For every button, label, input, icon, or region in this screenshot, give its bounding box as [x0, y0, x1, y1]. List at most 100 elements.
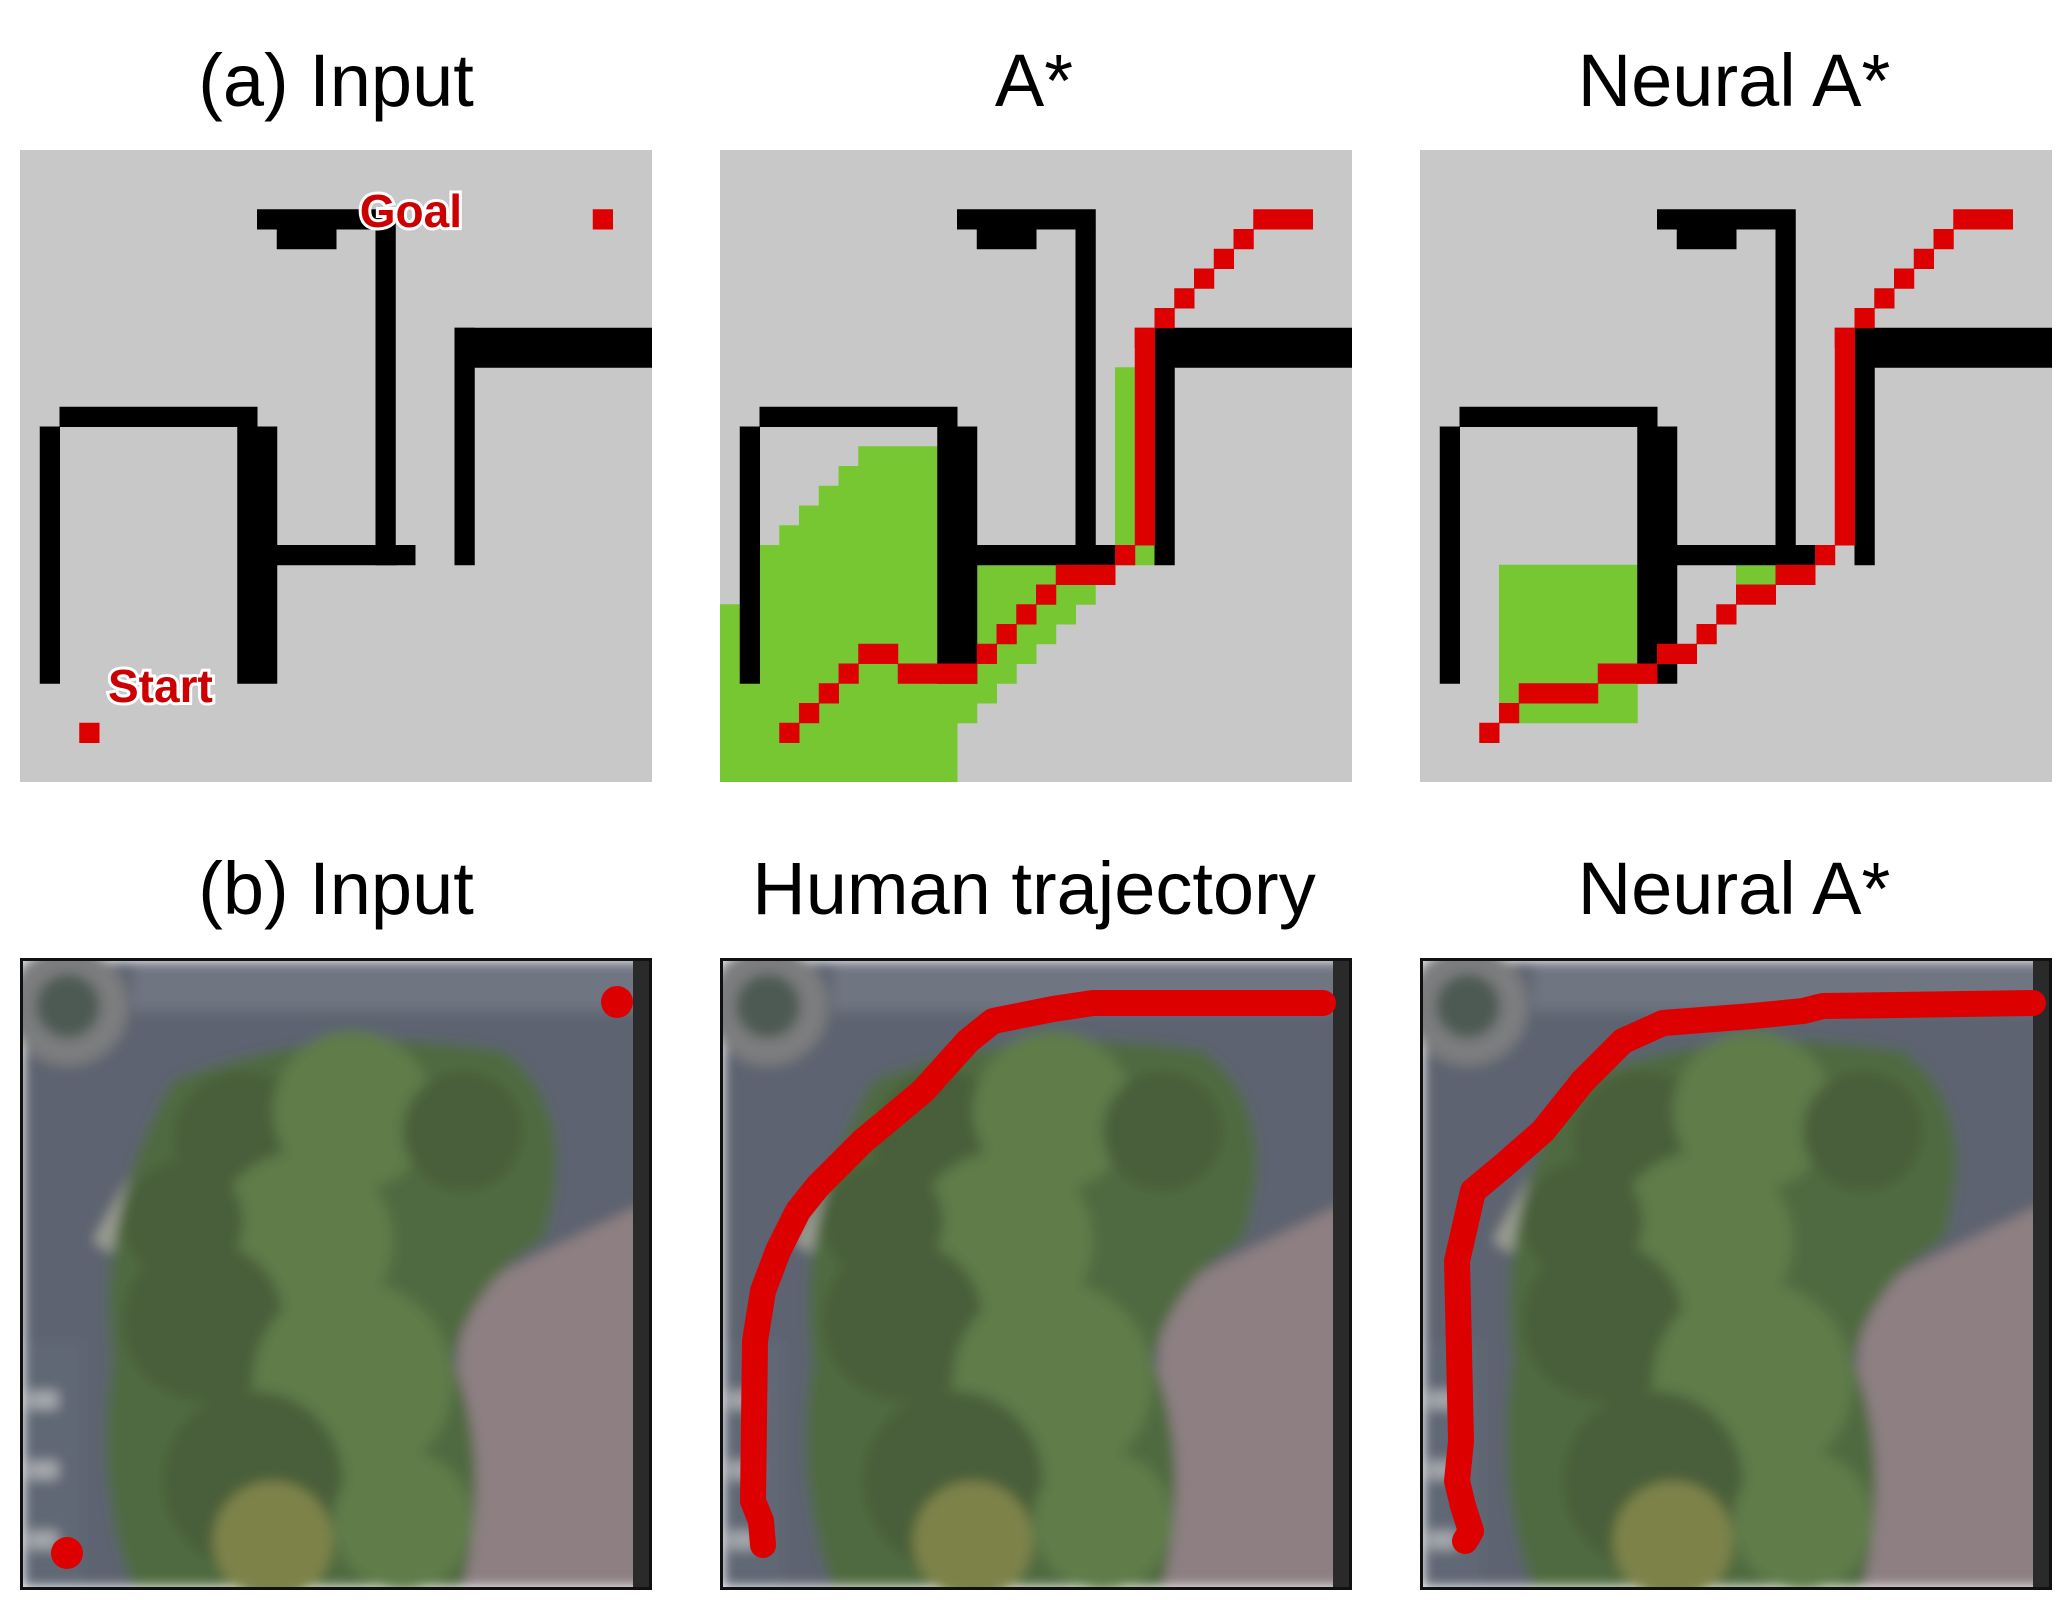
explored-area-cell	[897, 446, 918, 467]
explored-area-cell	[1617, 584, 1638, 605]
explored-area-cell	[799, 742, 820, 763]
title-a-astar: A*	[994, 39, 1074, 122]
title-b-input: (b) Input	[198, 847, 474, 930]
explored-area-cell	[878, 604, 899, 625]
explored-area-cell	[818, 722, 839, 743]
explored-area-cell	[838, 762, 859, 782]
explored-area-cell	[917, 624, 938, 645]
explored-area-cell	[917, 564, 938, 585]
obstacle-wall	[1154, 327, 1352, 368]
explored-area-cell	[818, 742, 839, 763]
explored-area-cell	[917, 466, 938, 487]
neural-astar-path-cell	[1755, 584, 1776, 605]
explored-area-cell	[1499, 564, 1520, 585]
explored-area-cell	[838, 505, 859, 526]
explored-area-cell	[720, 624, 741, 645]
explored-area-cell	[1755, 564, 1776, 585]
explored-area-cell	[917, 545, 938, 566]
neural-astar-path-cell	[1676, 643, 1697, 664]
explored-area-cell	[1115, 367, 1136, 388]
explored-area-cell	[838, 703, 859, 724]
explored-area-cell	[739, 683, 760, 704]
start-marker	[79, 722, 100, 743]
astar-path-cell	[1115, 545, 1136, 566]
explored-area-cell	[1597, 643, 1618, 664]
astar-path-cell	[1134, 525, 1155, 546]
explored-area-cell	[937, 742, 958, 763]
start-marker	[51, 1537, 83, 1569]
explored-area-cell	[917, 505, 938, 526]
explored-area-cell	[1558, 703, 1579, 724]
explored-area-cell	[1538, 663, 1559, 684]
obstacle-wall	[739, 426, 760, 427]
explored-area-cell	[1578, 643, 1599, 664]
astar-path-cell	[957, 663, 978, 684]
explored-area-cell	[838, 466, 859, 487]
astar-path-cell	[858, 643, 879, 664]
astar-path-cell	[1273, 209, 1294, 230]
aerial-scene	[723, 961, 1349, 1587]
neural-astar-path-cell	[1736, 584, 1757, 605]
astar-path-cell	[1154, 308, 1175, 329]
astar-path-cell	[1292, 209, 1313, 230]
explored-area-cell	[1578, 663, 1599, 684]
explored-area-cell	[1538, 604, 1559, 625]
explored-area-cell	[779, 683, 800, 704]
aerial-scene	[23, 961, 649, 1587]
goal-label: Goal	[360, 185, 462, 237]
explored-area-cell	[897, 584, 918, 605]
astar-path-cell	[1134, 387, 1155, 408]
obstacle-wall	[957, 209, 1096, 230]
aerial-image-human-trajectory	[720, 958, 1352, 1590]
obstacle-wall	[1657, 209, 1796, 230]
astar-path-cell	[996, 624, 1017, 645]
explored-area-cell	[878, 683, 899, 704]
explored-area-cell	[1016, 643, 1037, 664]
explored-area-cell	[1538, 624, 1559, 645]
explored-area-cell	[739, 722, 760, 743]
obstacle-wall	[257, 209, 396, 230]
explored-area-cell	[1558, 604, 1579, 625]
explored-area-cell	[799, 722, 820, 743]
grid-background	[20, 150, 652, 782]
astar-path-cell	[878, 643, 899, 664]
astar-path-cell	[1174, 288, 1195, 309]
astar-path-cell	[1134, 406, 1155, 427]
neural-astar-path-cell	[1617, 663, 1638, 684]
explored-area-cell	[976, 624, 997, 645]
explored-area-cell	[799, 643, 820, 664]
grid-map-neural-astar	[1420, 150, 2052, 782]
obstacle-wall	[937, 426, 978, 684]
title-b-neural-astar: Neural A*	[1577, 847, 1891, 930]
explored-area-cell	[1499, 584, 1520, 605]
explored-area-cell	[897, 762, 918, 782]
astar-path-cell	[1134, 446, 1155, 467]
start-marker-cell	[79, 722, 100, 743]
astar-path-cell	[838, 663, 859, 684]
explored-area-cell	[779, 643, 800, 664]
obstacle-wall	[39, 426, 60, 684]
explored-area-cell	[858, 604, 879, 625]
obstacles	[1439, 209, 2052, 684]
obstacle-wall	[1676, 229, 1737, 250]
astar-path-cell	[1213, 248, 1234, 269]
obstacle-wall	[1439, 426, 1460, 684]
explored-area-cell	[1016, 584, 1037, 605]
explored-area-cell	[1617, 604, 1638, 625]
explored-area-cell	[1499, 624, 1520, 645]
grid-map-astar	[720, 150, 1352, 782]
image-edge	[1333, 961, 1349, 1587]
explored-area-cell	[818, 505, 839, 526]
astar-path-cell	[1134, 347, 1155, 368]
explored-area-cell	[878, 545, 899, 566]
neural-astar-path-cell	[1953, 209, 1974, 230]
obstacle-wall	[1854, 327, 2052, 368]
explored-area-cell	[878, 466, 899, 487]
neural-astar-path-cell	[1479, 722, 1500, 743]
explored-area-cell	[799, 545, 820, 566]
obstacle-wall	[759, 406, 958, 427]
explored-area-cell	[739, 742, 760, 763]
start-label: Start	[108, 660, 213, 712]
brick-plaza	[1143, 1201, 1349, 1587]
explored-area-cell	[996, 663, 1017, 684]
